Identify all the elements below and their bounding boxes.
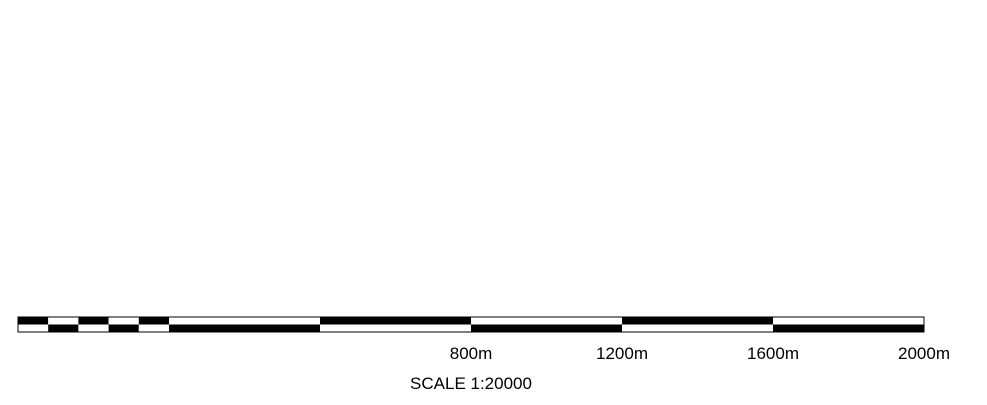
scale-coarse-segment-bottom bbox=[773, 324, 924, 332]
scale-fine-segment-top bbox=[48, 317, 79, 325]
scale-coarse-segment-top bbox=[622, 317, 773, 325]
scale-fine-segment-top bbox=[78, 317, 109, 325]
scale-tick-label: 1600m bbox=[747, 344, 799, 363]
scale-coarse-segment-bottom bbox=[169, 324, 320, 332]
scale-bar-tick-labels: 800m 1200m 1600m 2000m bbox=[450, 344, 950, 363]
scale-fine-segment-top bbox=[18, 317, 49, 325]
scale-fine-segment-bottom bbox=[78, 324, 109, 332]
scale-coarse-segment-top bbox=[169, 317, 320, 325]
scale-bar bbox=[17, 316, 925, 333]
scale-coarse-segment-bottom bbox=[471, 324, 622, 332]
scale-tick-label: 1200m bbox=[596, 344, 648, 363]
scale-fine-segment-bottom bbox=[18, 324, 49, 332]
scale-coarse-segment-bottom bbox=[622, 324, 773, 332]
scale-coarse-segment-top bbox=[320, 317, 471, 325]
scale-fine-segment-top bbox=[108, 317, 139, 325]
scale-caption: SCALE 1:20000 bbox=[410, 374, 532, 393]
scale-coarse-segment-top bbox=[471, 317, 622, 325]
scale-coarse-segment-top bbox=[773, 317, 924, 325]
scale-bar-outline bbox=[17, 316, 925, 333]
scale-tick-label: 800m bbox=[450, 344, 493, 363]
scale-coarse-segment-bottom bbox=[320, 324, 471, 332]
scale-fine-segment-bottom bbox=[138, 324, 169, 332]
scale-fine-segment-bottom bbox=[108, 324, 139, 332]
scale-fine-segment-bottom bbox=[48, 324, 79, 332]
scale-fine-segment-top bbox=[138, 317, 169, 325]
scale-tick-label: 2000m bbox=[898, 344, 950, 363]
